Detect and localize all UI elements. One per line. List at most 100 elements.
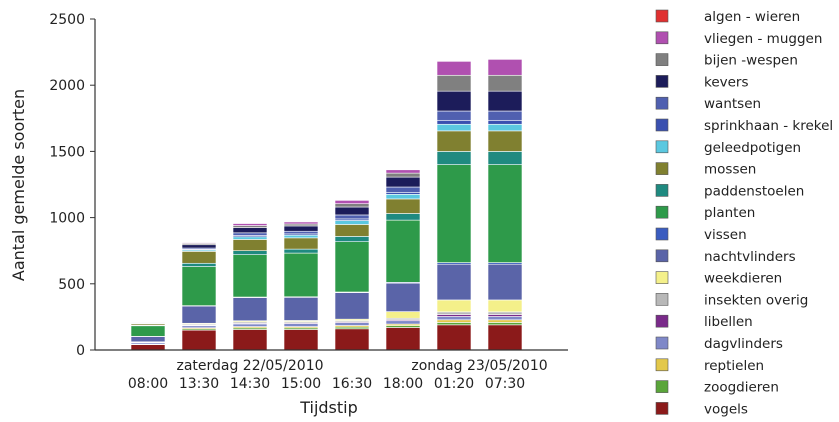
bar-stack-0730 <box>487 59 523 351</box>
bar-segment <box>487 74 523 92</box>
legend: algen - wieren vliegen - muggen bijen -wes… <box>655 9 833 417</box>
bar-segment <box>283 323 319 327</box>
bar-stack-1430 <box>232 223 268 351</box>
bar-segment <box>334 236 370 242</box>
bar-segment <box>130 325 166 337</box>
bar-segment <box>487 164 523 263</box>
legend-swatch <box>655 96 669 110</box>
bar-segment <box>283 248 319 254</box>
legend-item: weekdieren <box>655 271 782 287</box>
legend-label: planten <box>704 205 755 221</box>
legend-swatch <box>655 380 669 393</box>
bar-stack-1500 <box>283 221 319 351</box>
bar-segment <box>487 299 523 313</box>
bar-segment <box>181 305 217 324</box>
legend-swatch <box>655 9 669 23</box>
y-axis-label: Aantal gemelde soorten <box>9 89 28 281</box>
legend-label: insekten overig <box>704 292 808 308</box>
bar-segment <box>436 119 472 125</box>
bar-segment <box>181 242 217 244</box>
bar-segment <box>487 90 523 112</box>
legend-label: bijen -wespen <box>704 53 798 69</box>
bar-segment <box>334 203 370 208</box>
bar-segment <box>334 224 370 237</box>
bar-stack-1330 <box>181 242 217 351</box>
x-tick-label: 14:30 <box>230 376 270 392</box>
legend-label: reptielen <box>704 358 764 374</box>
legend-item: vliegen - muggen <box>655 31 822 47</box>
bar-stack-1800 <box>385 169 421 351</box>
bar-segment <box>334 322 370 326</box>
bar-segment <box>181 244 217 249</box>
legend-swatch <box>655 402 669 415</box>
legend-label: dagvlinders <box>704 336 783 352</box>
bar-segment <box>334 206 370 216</box>
bar-stack-0120 <box>436 61 472 351</box>
bar-segment <box>487 319 523 323</box>
legend-swatch <box>655 336 669 350</box>
legend-item: zoogdieren <box>655 380 779 396</box>
y-tick-label: 500 <box>58 277 85 293</box>
bar-segment <box>181 251 217 264</box>
legend-label: geleedpotigen <box>704 140 801 156</box>
legend-item: dagvlinders <box>655 336 783 352</box>
y-tick-label: 1500 <box>49 144 85 160</box>
bar-segment <box>487 59 523 76</box>
legend-label: libellen <box>704 314 753 330</box>
legend-item: geleedpotigen <box>655 140 801 156</box>
bar-segment <box>334 200 370 204</box>
y-tick-label: 2000 <box>49 78 85 94</box>
legend-item: vogels <box>655 401 748 417</box>
legend-label: wantsen <box>704 96 761 112</box>
bar-segment <box>283 252 319 298</box>
bar-segment <box>181 262 217 267</box>
bar-segment <box>385 193 421 200</box>
bar-segment <box>487 263 523 301</box>
legend-item: insekten overig <box>655 292 808 308</box>
bar-segment <box>385 219 421 283</box>
legend-item: mossen <box>655 162 756 178</box>
x-tick-label: 16:30 <box>332 376 372 392</box>
legend-label: paddenstoelen <box>704 183 804 199</box>
bar-segment <box>181 329 217 351</box>
x-tick-label: 15:00 <box>281 376 321 392</box>
legend-item: nachtvlinders <box>655 249 796 265</box>
bar-stack-0800 <box>130 321 166 351</box>
legend-label: kevers <box>704 74 749 90</box>
bar-segment <box>385 198 421 214</box>
x-tick-label: 13:30 <box>179 376 219 392</box>
bar-segment <box>436 90 472 112</box>
legend-label: zoogdieren <box>704 380 779 396</box>
legend-swatch <box>655 140 669 154</box>
legend-item: paddenstoelen <box>655 183 804 199</box>
bar-segment <box>436 324 472 351</box>
legend-swatch <box>655 314 669 328</box>
legend-swatch <box>655 31 669 45</box>
bar-segment <box>283 221 319 225</box>
bar-segment <box>436 74 472 92</box>
bar-segment <box>436 151 472 165</box>
bar-segment <box>436 316 472 321</box>
bar-segment <box>334 214 370 220</box>
x-day-label: zaterdag 22/05/2010 <box>176 358 323 374</box>
bar-segment <box>232 236 268 240</box>
legend-label: nachtvlinders <box>704 249 796 265</box>
bar-segment <box>334 220 370 225</box>
legend-item: reptielen <box>655 358 764 374</box>
bar-segment <box>487 151 523 165</box>
bar-segment <box>334 328 370 351</box>
legend-label: mossen <box>704 162 756 178</box>
legend-label: vissen <box>704 227 747 243</box>
bar-segment <box>487 311 523 315</box>
legend-swatch <box>655 53 669 66</box>
legend-swatch <box>655 118 669 132</box>
bar-segment <box>436 263 472 301</box>
bar-segment <box>232 254 268 298</box>
bar-segment <box>385 320 421 325</box>
bar-segment <box>436 299 472 313</box>
bar-segment <box>283 234 319 239</box>
bar-segment <box>436 130 472 152</box>
legend-swatch <box>655 271 669 284</box>
bar-segment <box>385 186 421 193</box>
